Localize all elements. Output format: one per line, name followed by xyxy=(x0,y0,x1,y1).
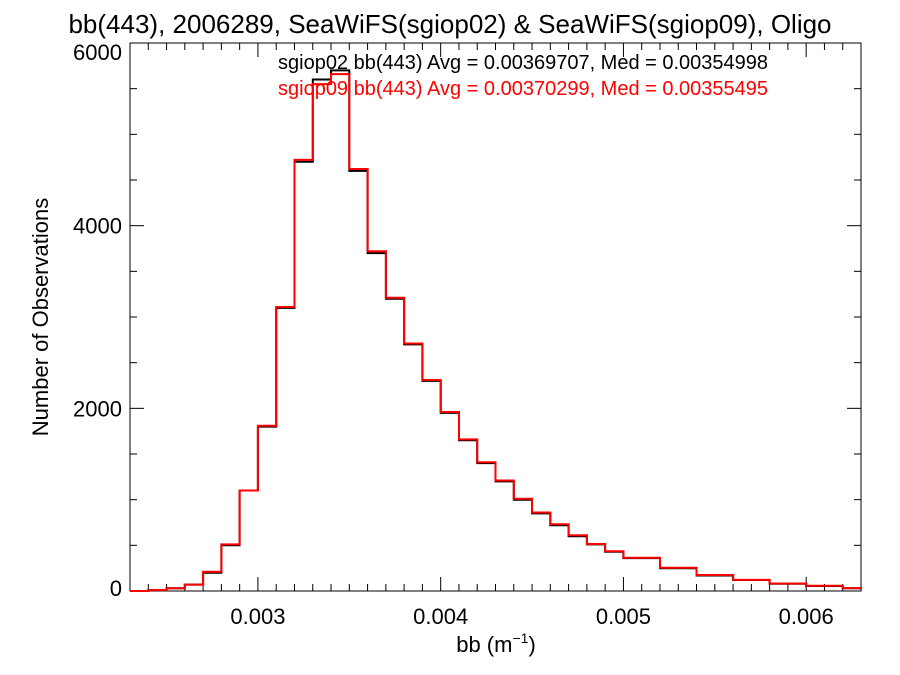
x-axis-label-main: bb (m xyxy=(456,632,512,657)
y-tick-label: 6000 xyxy=(73,40,122,65)
x-tick-label: 0.006 xyxy=(779,604,834,629)
y-tick-label: 2000 xyxy=(73,396,122,421)
annotation-sgiop02: sgiop02 bb(443) Avg = 0.00369707, Med = … xyxy=(278,52,768,74)
y-tick-label: 4000 xyxy=(73,214,122,239)
series-layer xyxy=(130,69,862,592)
x-axis: 0.003 0.004 0.005 0.006 xyxy=(147,43,862,629)
x-tick-label: 0.004 xyxy=(413,604,468,629)
x-tick-label: 0.003 xyxy=(230,604,285,629)
y-axis-label: Number of Observations xyxy=(28,198,53,436)
x-axis-label-superscript: −1 xyxy=(512,630,528,646)
chart-title: bb(443), 2006289, SeaWiFS(sgiop02) & Sea… xyxy=(68,9,831,39)
series-line-sgiop09 xyxy=(130,73,862,592)
y-axis: 0 2000 4000 6000 xyxy=(73,40,861,601)
y-tick-label: 0 xyxy=(110,576,122,601)
x-tick-label: 0.005 xyxy=(596,604,651,629)
x-axis-label-close: ) xyxy=(528,632,535,657)
annotation-sgiop09: sgiop09 bb(443) Avg = 0.00370299, Med = … xyxy=(278,78,768,100)
x-axis-label: bb (m−1) xyxy=(456,630,536,657)
